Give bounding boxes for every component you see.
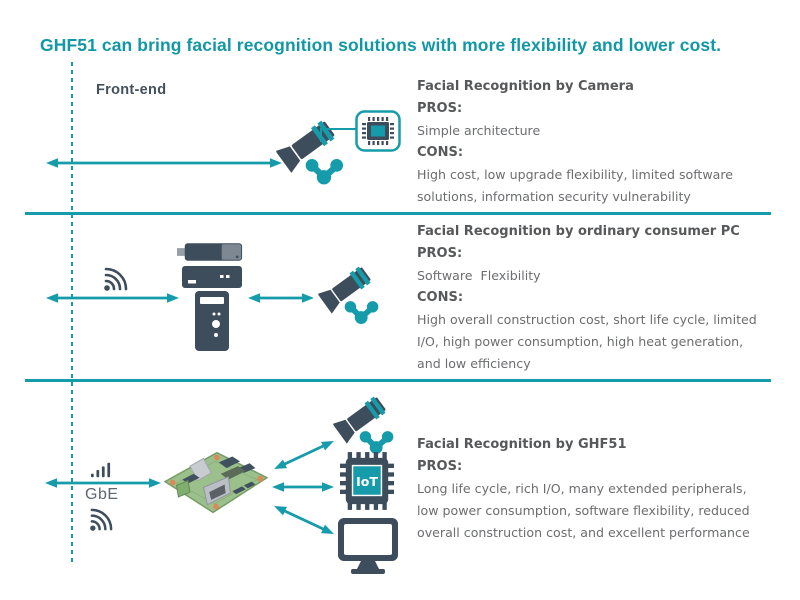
- pros-label: PROS:: [417, 246, 463, 261]
- info-block-consumer-pc: Facial Recognition by ordinary consumer …: [417, 221, 795, 375]
- double-arrow: [46, 293, 179, 303]
- section-heading: Facial Recognition by GHF51: [417, 437, 627, 452]
- double-arrow: [274, 441, 334, 469]
- section-heading: Facial Recognition by ordinary consumer …: [417, 224, 740, 239]
- section-heading: Facial Recognition by Camera: [417, 79, 634, 94]
- wifi-icon: [89, 507, 114, 532]
- section-divider-2: [25, 379, 771, 382]
- wifi-icon: [103, 266, 129, 292]
- double-arrow: [272, 482, 334, 492]
- cons-text: High overall construction cost, short li…: [417, 312, 757, 371]
- iot-chip-label: IoT: [356, 474, 378, 489]
- usb-stick-icon: [177, 243, 243, 261]
- pros-label: PROS:: [417, 459, 463, 474]
- pc-tower-icon: [195, 291, 229, 351]
- iot-chip-icon: IoT: [340, 452, 394, 510]
- double-arrow: [248, 293, 314, 303]
- monitor-icon: [338, 518, 398, 574]
- cons-label: CONS:: [417, 290, 464, 305]
- cons-label: CONS:: [417, 145, 464, 160]
- pros-text: Software Flexibility: [417, 268, 541, 283]
- ghf51-board-image: [163, 451, 269, 514]
- pros-text: Long life cycle, rich I/O, many extended…: [417, 481, 750, 540]
- cctv-camera-icon: [333, 396, 405, 459]
- page-title: GHF51 can bring facial recognition solut…: [40, 35, 722, 55]
- mini-pc-icon: [182, 266, 242, 288]
- chip-icon: [355, 110, 401, 152]
- cons-text: High cost, low upgrade flexibility, limi…: [417, 167, 734, 204]
- double-arrow: [45, 478, 161, 488]
- pros-label: PROS:: [417, 101, 463, 116]
- signal-bars-icon: [91, 462, 111, 478]
- front-end-dotted-divider: [71, 62, 73, 565]
- pros-text: Simple architecture: [417, 123, 541, 138]
- section-divider-1: [25, 212, 771, 215]
- cctv-camera-icon: [318, 266, 390, 329]
- double-arrow: [46, 158, 282, 168]
- camera-chip-connector-line: [320, 128, 356, 142]
- info-block-ghf51: Facial Recognition by GHF51 PROS: Long l…: [417, 434, 795, 544]
- gbe-label: GbE: [85, 486, 119, 503]
- double-arrow: [274, 506, 334, 534]
- front-end-label: Front-end: [96, 82, 167, 98]
- info-block-camera: Facial Recognition by Camera PROS: Simpl…: [417, 76, 795, 208]
